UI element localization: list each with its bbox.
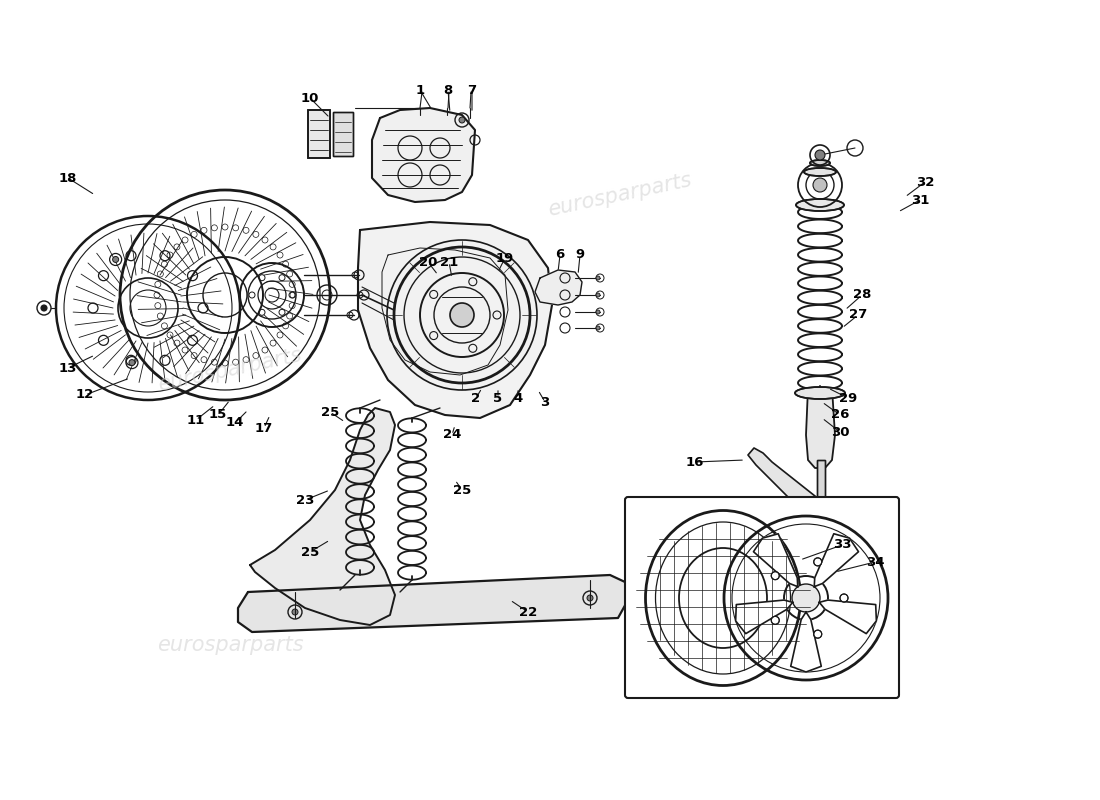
Circle shape bbox=[587, 595, 593, 601]
Polygon shape bbox=[820, 600, 877, 634]
Text: 26: 26 bbox=[830, 409, 849, 422]
Circle shape bbox=[814, 630, 822, 638]
Circle shape bbox=[450, 303, 474, 327]
Polygon shape bbox=[791, 612, 822, 672]
Text: 34: 34 bbox=[866, 555, 884, 569]
Text: 5: 5 bbox=[494, 391, 503, 405]
Text: 19: 19 bbox=[496, 251, 514, 265]
Polygon shape bbox=[814, 534, 858, 586]
Text: 17: 17 bbox=[255, 422, 273, 434]
Text: 27: 27 bbox=[849, 309, 867, 322]
Text: 20: 20 bbox=[419, 255, 437, 269]
Ellipse shape bbox=[796, 199, 844, 211]
Polygon shape bbox=[535, 270, 582, 305]
Polygon shape bbox=[250, 408, 395, 625]
Text: 24: 24 bbox=[443, 429, 461, 442]
Ellipse shape bbox=[795, 387, 845, 399]
Text: 11: 11 bbox=[187, 414, 205, 426]
Circle shape bbox=[459, 117, 465, 123]
Text: 32: 32 bbox=[916, 175, 934, 189]
Text: 8: 8 bbox=[443, 83, 452, 97]
Text: 25: 25 bbox=[453, 483, 471, 497]
Text: 1: 1 bbox=[416, 83, 425, 97]
Circle shape bbox=[596, 276, 600, 280]
FancyBboxPatch shape bbox=[625, 497, 899, 698]
Text: 14: 14 bbox=[226, 417, 244, 430]
Polygon shape bbox=[806, 388, 835, 468]
Text: 13: 13 bbox=[58, 362, 77, 374]
Text: eurosparparts: eurosparparts bbox=[156, 635, 304, 655]
Text: 33: 33 bbox=[833, 538, 851, 551]
Text: 22: 22 bbox=[519, 606, 537, 618]
Circle shape bbox=[771, 616, 779, 624]
Text: 25: 25 bbox=[301, 546, 319, 558]
Polygon shape bbox=[372, 108, 475, 202]
Circle shape bbox=[771, 572, 779, 580]
Text: 3: 3 bbox=[540, 395, 550, 409]
Text: eurosparparts: eurosparparts bbox=[547, 170, 694, 220]
Text: 25: 25 bbox=[321, 406, 339, 418]
Circle shape bbox=[840, 594, 848, 602]
Text: 31: 31 bbox=[911, 194, 930, 206]
Text: 7: 7 bbox=[468, 83, 476, 97]
Text: 2: 2 bbox=[472, 391, 481, 405]
Ellipse shape bbox=[810, 160, 830, 166]
Bar bbox=[817, 460, 825, 505]
Polygon shape bbox=[754, 534, 798, 586]
Polygon shape bbox=[238, 575, 628, 632]
Text: 10: 10 bbox=[300, 91, 319, 105]
Text: 9: 9 bbox=[575, 249, 584, 262]
Polygon shape bbox=[748, 448, 820, 515]
Circle shape bbox=[792, 584, 820, 612]
Text: 16: 16 bbox=[685, 455, 704, 469]
Text: 15: 15 bbox=[209, 409, 227, 422]
Circle shape bbox=[596, 293, 600, 297]
Circle shape bbox=[129, 359, 135, 366]
Polygon shape bbox=[358, 222, 552, 418]
Circle shape bbox=[596, 310, 600, 314]
Text: 4: 4 bbox=[514, 391, 522, 405]
Circle shape bbox=[292, 609, 298, 615]
Text: 30: 30 bbox=[830, 426, 849, 438]
Text: 6: 6 bbox=[556, 249, 564, 262]
Circle shape bbox=[815, 150, 825, 160]
Circle shape bbox=[813, 178, 827, 192]
Text: eurosparparts: eurosparparts bbox=[706, 630, 854, 650]
Circle shape bbox=[112, 257, 119, 262]
Text: 28: 28 bbox=[852, 289, 871, 302]
Circle shape bbox=[814, 558, 822, 566]
Text: 21: 21 bbox=[440, 255, 458, 269]
Ellipse shape bbox=[804, 168, 836, 176]
Circle shape bbox=[41, 305, 47, 311]
Text: 18: 18 bbox=[58, 171, 77, 185]
Bar bbox=[308, 110, 330, 158]
Text: eurosparparts: eurosparparts bbox=[156, 345, 304, 395]
Circle shape bbox=[596, 326, 600, 330]
Bar bbox=[817, 460, 825, 505]
Bar bbox=[333, 112, 353, 156]
Text: 29: 29 bbox=[839, 391, 857, 405]
Text: 12: 12 bbox=[76, 389, 95, 402]
Bar bbox=[308, 110, 330, 158]
Text: 23: 23 bbox=[296, 494, 315, 506]
Bar bbox=[333, 112, 353, 156]
Polygon shape bbox=[736, 600, 793, 634]
